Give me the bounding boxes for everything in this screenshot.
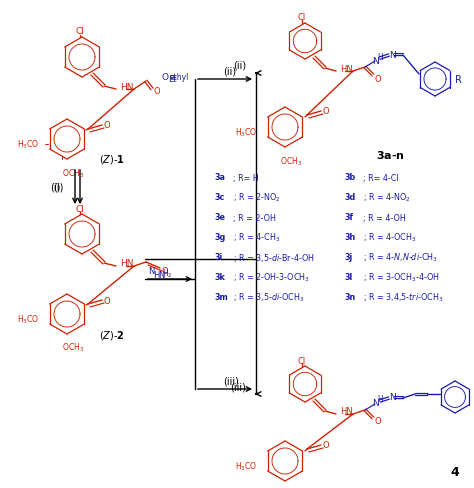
Text: ; R = 2-NO$_2$: ; R = 2-NO$_2$ [233, 191, 281, 204]
Text: ; R = 3,5-$di$-Br-4-OH: ; R = 3,5-$di$-Br-4-OH [233, 251, 314, 264]
Text: H$_3$CO: H$_3$CO [235, 126, 257, 139]
Text: ; R = 4-NO$_2$: ; R = 4-NO$_2$ [363, 191, 411, 204]
Text: Et: Et [168, 74, 176, 83]
Text: ; R = 4-OH: ; R = 4-OH [363, 213, 406, 222]
Text: ; R = 3,5-$di$-OCH$_3$: ; R = 3,5-$di$-OCH$_3$ [233, 291, 304, 304]
Text: 3j: 3j [345, 253, 353, 262]
Text: HN: HN [120, 259, 134, 268]
Text: 3n: 3n [345, 293, 356, 302]
Text: (iii): (iii) [230, 381, 246, 391]
Text: OCH$_3$: OCH$_3$ [62, 341, 84, 354]
Text: (iii): (iii) [223, 376, 239, 386]
Text: 3c: 3c [215, 193, 225, 202]
Text: 3a: 3a [215, 173, 226, 182]
Text: N: N [148, 266, 154, 275]
Text: H$_2$: H$_2$ [162, 267, 173, 280]
Text: N: N [373, 399, 379, 407]
Text: $\mathbf{4}$: $\mathbf{4}$ [450, 465, 460, 478]
Text: O: O [374, 74, 381, 83]
Text: OCH$_3$: OCH$_3$ [280, 155, 302, 167]
Text: O: O [374, 417, 381, 426]
Text: ethyl: ethyl [170, 73, 190, 82]
Text: R: R [455, 75, 462, 85]
Text: ; R = 2-OH: ; R = 2-OH [233, 213, 276, 222]
Text: HN: HN [340, 407, 353, 416]
Text: N: N [158, 270, 164, 279]
Text: 3f: 3f [345, 213, 354, 222]
Text: O: O [162, 266, 168, 275]
Text: 3k: 3k [215, 273, 226, 282]
Text: ; R = 4-$N$,$N$-$di$-CH$_3$: ; R = 4-$N$,$N$-$di$-CH$_3$ [363, 251, 438, 264]
Text: 3b: 3b [345, 173, 356, 182]
Text: O: O [162, 73, 169, 82]
Text: O: O [323, 107, 329, 116]
Text: ; R= 4-Cl: ; R= 4-Cl [363, 173, 399, 182]
Text: H: H [153, 270, 159, 279]
Text: 3i: 3i [215, 253, 223, 262]
Text: HN: HN [340, 64, 353, 73]
Text: $(Z)$-$\mathbf{1}$: $(Z)$-$\mathbf{1}$ [99, 153, 125, 166]
Text: O: O [323, 441, 329, 449]
Text: (ii): (ii) [223, 67, 236, 77]
Text: HN: HN [120, 82, 134, 91]
Text: Cl: Cl [75, 27, 84, 37]
Text: OCH$_3$: OCH$_3$ [62, 167, 84, 179]
Text: H: H [377, 395, 383, 404]
Text: H$_3$CO: H$_3$CO [235, 460, 257, 472]
Text: ; R = 3,4,5-$tri$-OCH$_3$: ; R = 3,4,5-$tri$-OCH$_3$ [363, 291, 444, 304]
Text: O: O [104, 121, 110, 130]
Text: N: N [390, 393, 396, 402]
Text: N: N [373, 57, 379, 65]
Text: 3d: 3d [345, 193, 356, 202]
Text: ; R = 4-CH$_3$: ; R = 4-CH$_3$ [233, 231, 281, 244]
Text: O: O [154, 87, 160, 96]
Text: Cl: Cl [298, 14, 306, 22]
Text: 3e: 3e [215, 213, 226, 222]
Text: 3g: 3g [215, 233, 226, 242]
Text: Cl: Cl [298, 356, 306, 365]
Text: (i): (i) [50, 183, 60, 193]
Text: H$_3$CO: H$_3$CO [17, 139, 39, 151]
Text: $\mathbf{3a}$-$\mathbf{n}$: $\mathbf{3a}$-$\mathbf{n}$ [375, 149, 404, 161]
Text: Cl: Cl [75, 204, 84, 213]
Text: N: N [390, 50, 396, 60]
Text: 3h: 3h [345, 233, 356, 242]
Text: ; R= H: ; R= H [233, 173, 259, 182]
Text: 3m: 3m [215, 293, 229, 302]
Text: (i): (i) [53, 183, 63, 193]
Text: ; R = 3-OCH$_3$-4-OH: ; R = 3-OCH$_3$-4-OH [363, 271, 440, 284]
Text: $(Z)$-$\mathbf{2}$: $(Z)$-$\mathbf{2}$ [99, 328, 125, 341]
Text: (ii): (ii) [233, 60, 246, 70]
Text: H: H [377, 52, 383, 61]
Text: ; R = 2-OH-3-OCH$_3$: ; R = 2-OH-3-OCH$_3$ [233, 271, 310, 284]
Text: ; R = 4-OCH$_3$: ; R = 4-OCH$_3$ [363, 231, 417, 244]
Text: 3l: 3l [345, 273, 353, 282]
Text: O: O [104, 296, 110, 305]
Text: H$_3$CO: H$_3$CO [17, 313, 39, 325]
